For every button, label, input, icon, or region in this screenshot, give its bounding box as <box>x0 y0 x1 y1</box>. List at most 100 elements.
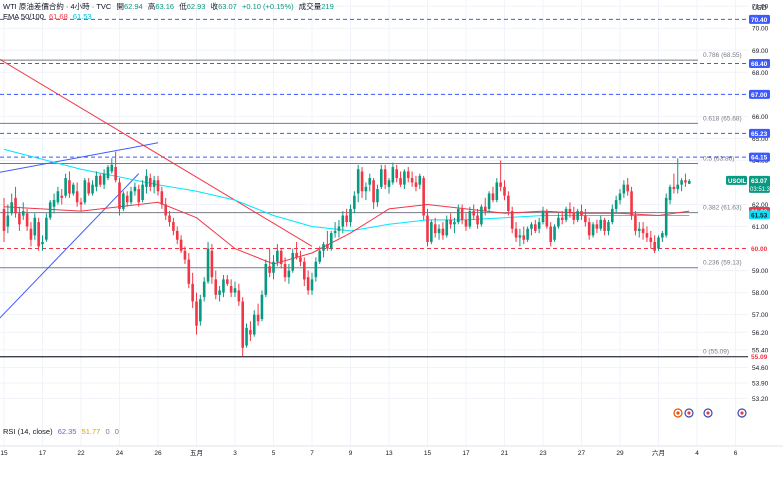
candle-body <box>430 222 433 242</box>
level-tag: 64.15 <box>751 155 768 162</box>
ema-legend-label: EMA 50/100 <box>3 12 44 21</box>
time-tick: 26 <box>154 450 162 457</box>
candle-body <box>622 184 626 194</box>
candle-body <box>480 206 483 225</box>
symbol-title: WTI 原油差價合約 · 4小時 · TVC <box>3 2 112 11</box>
candle-body <box>680 180 683 185</box>
time-axis-bg <box>0 446 783 487</box>
candle-body <box>241 301 244 348</box>
level-tag: 67.00 <box>751 92 768 99</box>
last-price-bg <box>749 175 770 193</box>
symbol-header: WTI 原油差價合約 · 4小時 · TVC 開62.94 高63.16 低62… <box>3 2 337 12</box>
time-tick: 23 <box>539 450 547 457</box>
candle-body <box>560 217 564 220</box>
ema-lines <box>3 148 690 265</box>
candle-body <box>495 182 499 201</box>
candle-body <box>98 175 102 185</box>
candle-body <box>83 180 87 203</box>
candle-body <box>376 189 379 203</box>
candle-body <box>214 279 218 295</box>
candle-body <box>229 286 233 293</box>
candle-body <box>526 228 529 240</box>
price-axis-bg <box>748 0 783 487</box>
candle-body <box>10 202 13 214</box>
candle-body <box>368 178 372 185</box>
candle-body <box>372 180 375 203</box>
candle-body <box>114 167 117 181</box>
event-icon-dot <box>687 411 691 415</box>
candle-body <box>175 230 179 240</box>
price-tick: 57.00 <box>752 312 769 319</box>
close-value: 63.07 <box>218 2 237 11</box>
candle-body <box>672 186 676 190</box>
candle-body <box>279 250 283 264</box>
candle-body <box>399 178 402 185</box>
candle-body <box>514 228 518 238</box>
time-axis[interactable]: 15 17 22 24 26 五月 3 5 7 9 13 15 17 21 23 27 29 六月 4 6 <box>0 448 737 457</box>
candle-body <box>607 222 610 231</box>
candle-body <box>684 180 687 183</box>
candle-body <box>557 217 560 227</box>
price-tick: 59.00 <box>752 268 769 275</box>
rsi-upper-value: 0 <box>105 427 110 436</box>
fib-label: 0.786 (68.55) <box>703 52 742 59</box>
candle-body <box>110 164 114 172</box>
candle-body <box>91 184 94 194</box>
candle-body <box>418 175 422 185</box>
low-label: 低 <box>179 2 187 11</box>
rsi-legend[interactable]: RSI (14, close) 62.35 51.77 0 0 <box>3 427 122 437</box>
candle-body <box>395 169 398 179</box>
candle-body <box>645 233 649 238</box>
support-tag: 60.00 <box>751 246 768 253</box>
trendline <box>0 58 313 247</box>
price-tick: 69.00 <box>752 48 769 55</box>
time-tick: 5 <box>272 450 276 457</box>
trendlines[interactable] <box>0 50 313 325</box>
candle-body <box>360 171 364 192</box>
candle-body <box>122 193 125 209</box>
candle-body <box>303 261 306 280</box>
candle-body <box>341 215 345 227</box>
candle-body <box>522 235 526 240</box>
symbol-tag-bg <box>726 175 747 185</box>
candle-body <box>129 191 133 203</box>
candle-body <box>33 217 37 236</box>
price-levels <box>0 18 748 358</box>
price-tick: 53.20 <box>752 396 769 403</box>
candle-body <box>287 270 291 278</box>
low-value: 62.93 <box>186 2 206 11</box>
candle-body <box>306 277 310 291</box>
currency-label: USD <box>752 5 767 12</box>
level-tag: 70.40 <box>751 17 768 24</box>
candle-body <box>183 250 187 260</box>
time-tick: 22 <box>77 450 85 457</box>
candle-body <box>445 219 449 236</box>
price-tick: 71.00 <box>752 4 769 11</box>
candle-body <box>657 237 660 249</box>
candle-body <box>310 279 314 291</box>
candle-body <box>79 202 83 205</box>
candle-body <box>314 261 318 278</box>
ema-legend[interactable]: EMA 50/100 61.68 61.53 <box>3 12 95 22</box>
candle-body <box>364 186 368 192</box>
candle-body <box>668 186 672 201</box>
candle-body <box>345 215 348 223</box>
fib-label: 0 (55.09) <box>703 349 729 356</box>
grid <box>0 0 748 446</box>
candle-body <box>614 200 618 209</box>
candle-body <box>553 226 556 240</box>
candle-body <box>21 211 25 216</box>
candle-body <box>653 241 656 251</box>
event-icons[interactable] <box>673 408 747 418</box>
candle-body <box>460 208 464 220</box>
candle-body <box>353 195 356 209</box>
bar-countdown: 03:51:31 <box>750 187 774 193</box>
candle-body <box>568 208 572 214</box>
high-label: 高 <box>147 2 156 11</box>
candle-body <box>106 167 110 179</box>
time-tick: 7 <box>310 450 314 457</box>
candle-body <box>199 299 202 322</box>
candle-body <box>464 219 468 227</box>
